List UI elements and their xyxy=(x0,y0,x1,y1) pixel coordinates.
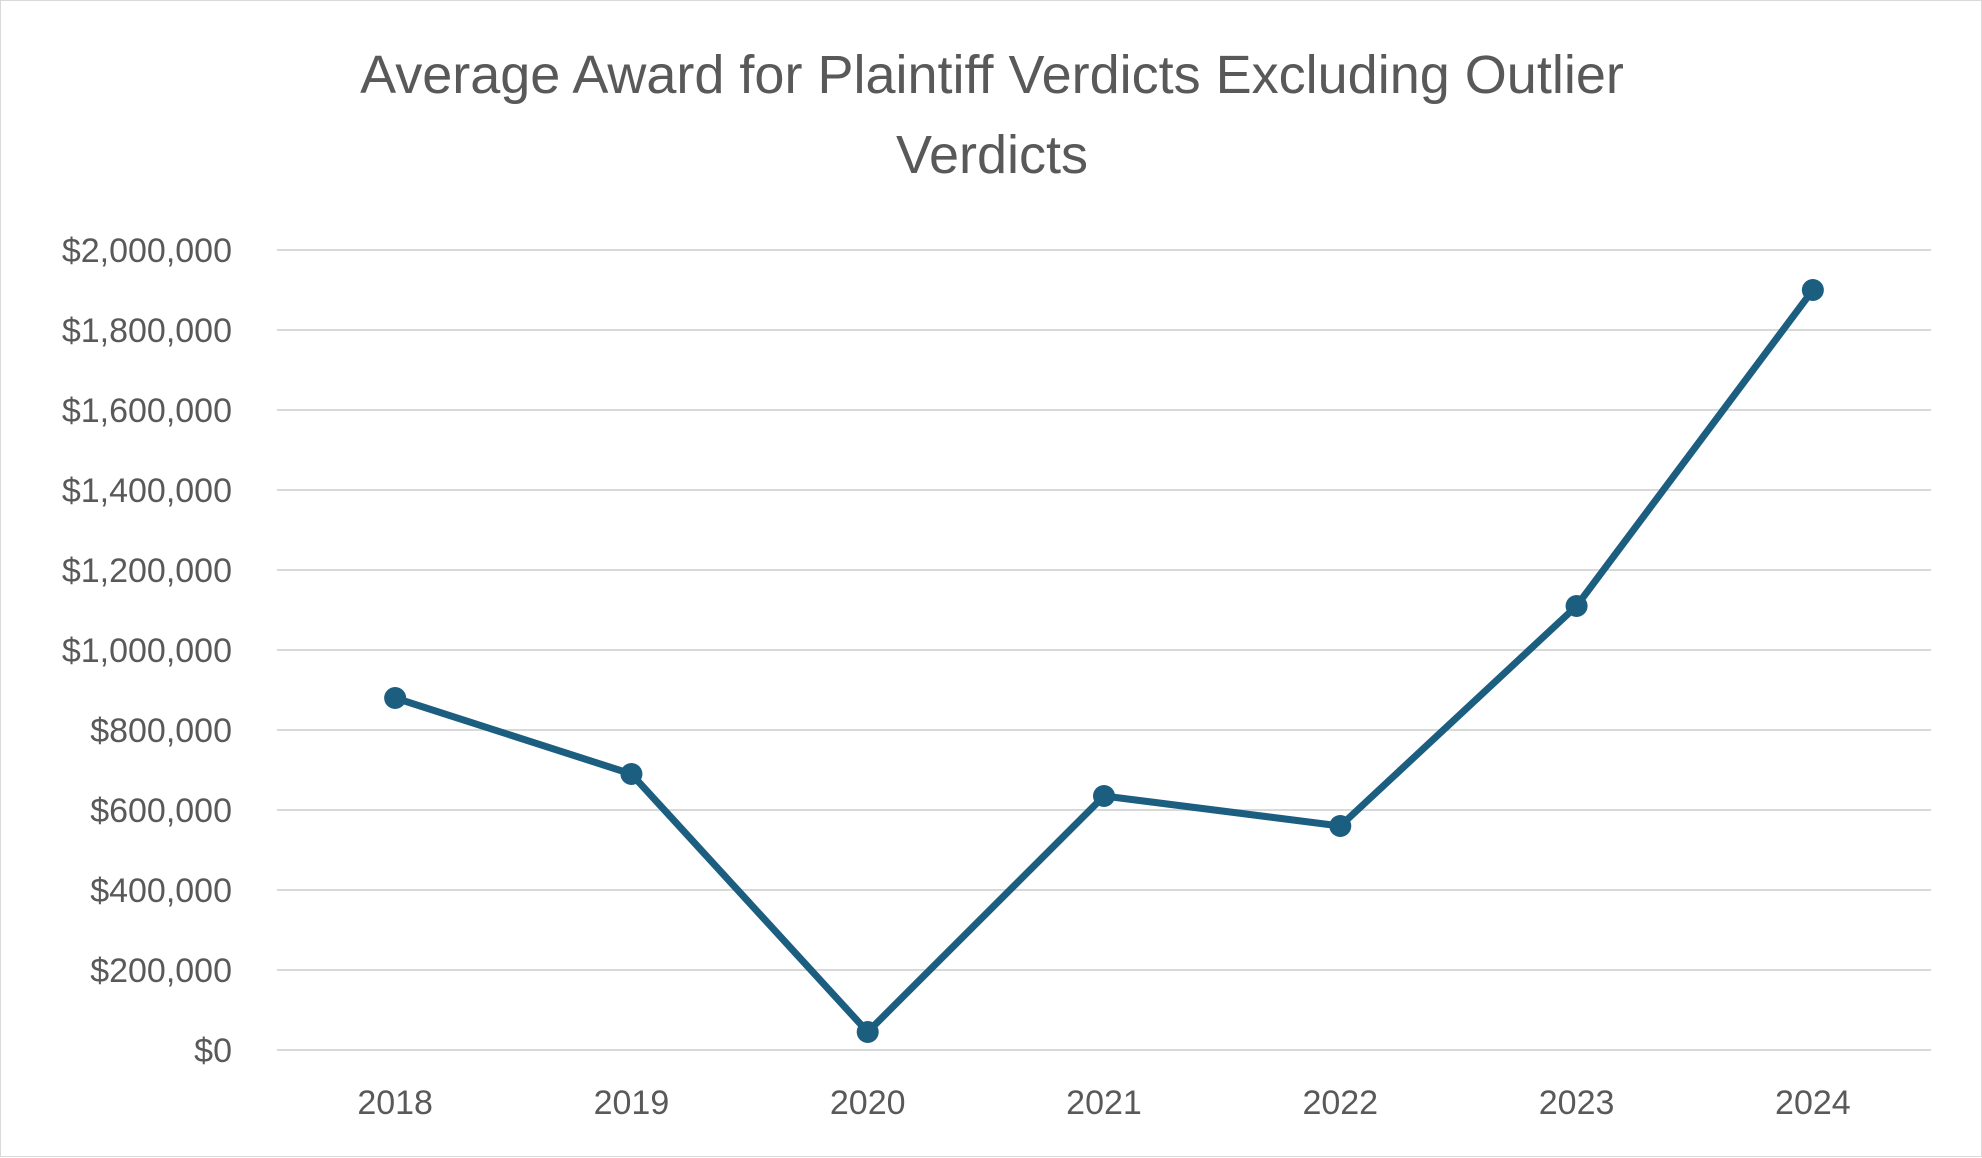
x-tick-label: 2020 xyxy=(830,1084,906,1122)
y-tick-label: $1,200,000 xyxy=(62,552,232,590)
y-tick-label: $1,400,000 xyxy=(62,472,232,510)
data-point xyxy=(620,763,643,785)
chart-title-line-2: Verdicts xyxy=(896,125,1088,185)
y-tick-label: $2,000,000 xyxy=(62,232,232,270)
x-tick-label: 2022 xyxy=(1302,1084,1378,1122)
x-axis: 2018 2019 2020 2021 2022 2023 2024 xyxy=(357,1084,1850,1122)
x-tick-label: 2018 xyxy=(357,1084,433,1122)
x-tick-label: 2024 xyxy=(1775,1084,1851,1122)
y-tick-label: $1,000,000 xyxy=(62,632,232,670)
data-point xyxy=(384,687,407,709)
y-tick-label: $1,800,000 xyxy=(62,312,232,350)
series-layer xyxy=(384,279,1824,1043)
data-point xyxy=(1329,815,1352,837)
y-tick-label: $200,000 xyxy=(90,952,232,990)
series-line xyxy=(391,286,1817,1036)
chart-title: Average Award for Plaintiff Verdicts Exc… xyxy=(360,45,1624,185)
y-tick-label: $1,600,000 xyxy=(62,392,232,430)
data-point xyxy=(1093,785,1115,807)
y-axis: $0 $200,000 $400,000 $600,000 $800,000 $1,000… xyxy=(62,232,232,1070)
y-tick-label: $600,000 xyxy=(90,792,232,830)
y-tick-label: $400,000 xyxy=(90,872,232,910)
data-point xyxy=(1565,595,1588,617)
x-tick-label: 2023 xyxy=(1539,1084,1615,1122)
x-tick-label: 2021 xyxy=(1066,1084,1142,1122)
y-tick-label: $800,000 xyxy=(90,712,232,750)
data-point xyxy=(856,1021,879,1043)
chart-title-line-1: Average Award for Plaintiff Verdicts Exc… xyxy=(360,45,1624,105)
data-point xyxy=(1801,279,1824,301)
x-tick-label: 2019 xyxy=(594,1084,670,1122)
gridlines xyxy=(277,249,1931,1051)
y-tick-label: $0 xyxy=(194,1032,232,1070)
